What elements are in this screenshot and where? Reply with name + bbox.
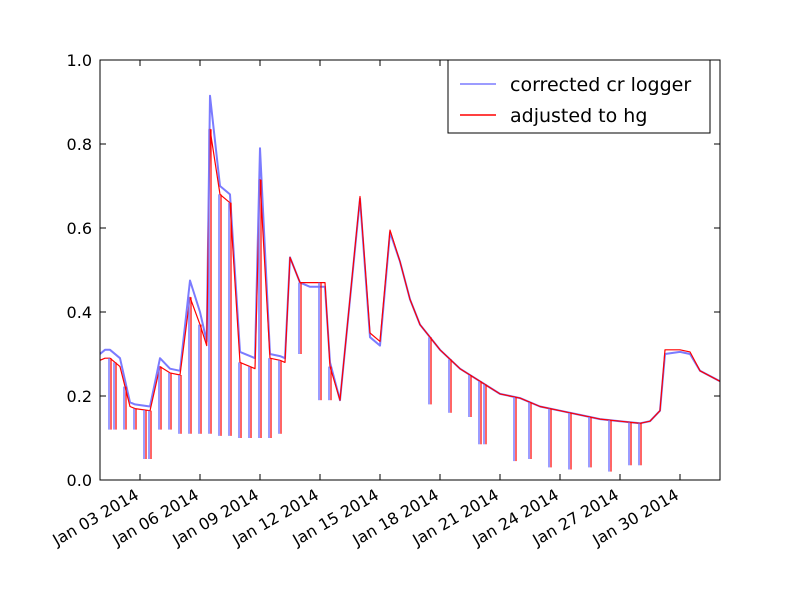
legend-label-adjusted-to-hg: adjusted to hg bbox=[510, 105, 647, 127]
legend: corrected cr logger adjusted to hg bbox=[447, 59, 711, 134]
plot-frame bbox=[99, 59, 721, 481]
legend-box bbox=[447, 59, 711, 134]
y-tick-label: 0.0 bbox=[67, 471, 92, 490]
y-tick-label: 0.4 bbox=[67, 303, 92, 322]
legend-label-corrected-cr-logger: corrected cr logger bbox=[510, 74, 691, 96]
y-tick-label: 1.0 bbox=[67, 51, 92, 70]
series-line-adjusted-to-hg bbox=[100, 128, 720, 424]
series-layer bbox=[100, 94, 720, 472]
y-tick-label: 0.2 bbox=[67, 387, 92, 406]
y-tick-label: 0.8 bbox=[67, 135, 92, 154]
y-tick-label: 0.6 bbox=[67, 219, 92, 238]
